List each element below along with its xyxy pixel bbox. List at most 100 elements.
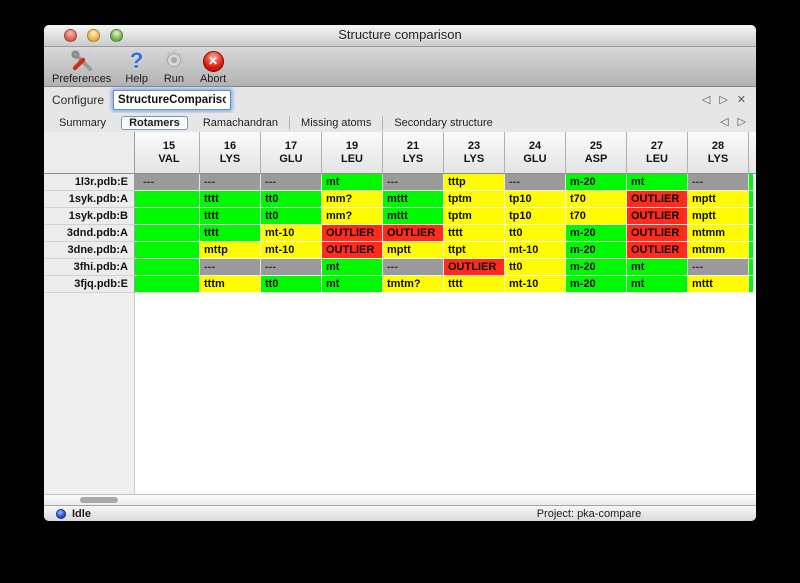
rotamer-cell[interactable]: t70 xyxy=(566,191,627,208)
forward-icon[interactable]: ▷ xyxy=(719,93,728,106)
rotamer-cell[interactable]: mt xyxy=(627,276,688,293)
rotamer-cell[interactable]: mt-10 xyxy=(261,225,322,242)
rotamer-cell[interactable]: tt0 xyxy=(505,259,566,276)
rotamer-cell[interactable]: OUTLIER xyxy=(444,259,505,276)
zoom-window-button[interactable] xyxy=(110,29,123,42)
rotamer-cell[interactable]: tttt xyxy=(444,225,505,242)
close-icon[interactable]: ✕ xyxy=(736,93,746,106)
tab-scroll-right-icon[interactable]: ▷ xyxy=(737,116,746,128)
rotamer-cell[interactable] xyxy=(139,276,200,293)
rotamer-cell[interactable]: tt0 xyxy=(505,225,566,242)
rotamer-cell[interactable]: mt xyxy=(322,276,383,293)
rotamer-cell[interactable]: m-20 xyxy=(566,242,627,259)
help-button[interactable]: ? Help xyxy=(125,49,148,86)
preferences-button[interactable]: Preferences xyxy=(52,49,111,85)
rotamer-cell[interactable]: tptm xyxy=(444,191,505,208)
scrollbar-thumb[interactable] xyxy=(80,497,118,503)
rotamer-cell[interactable]: tptm xyxy=(444,208,505,225)
rotamer-cell[interactable]: ttpt xyxy=(444,242,505,259)
rotamer-cell[interactable]: OUTLIER xyxy=(322,225,383,242)
rotamer-cell[interactable]: tttt xyxy=(200,225,261,242)
rotamer-cell[interactable]: mt xyxy=(322,259,383,276)
title-bar[interactable]: Structure comparison xyxy=(44,25,756,47)
column-header-17[interactable]: 17 GLU xyxy=(261,132,322,174)
tab-missing-atoms[interactable]: Missing atoms xyxy=(289,115,382,130)
back-icon[interactable]: ◁ xyxy=(701,93,711,106)
close-window-button[interactable] xyxy=(64,29,77,42)
row-label[interactable]: 3dnd.pdb:A xyxy=(44,225,135,242)
tab-rotamers[interactable]: Rotamers xyxy=(121,115,188,130)
row-label[interactable]: 1syk.pdb:B xyxy=(44,208,135,225)
rotamer-cell[interactable]: mtmm xyxy=(688,242,749,259)
rotamer-cell[interactable]: mttp xyxy=(200,242,261,259)
rotamer-cell[interactable]: m-20 xyxy=(566,259,627,276)
rotamer-cell[interactable]: mtmm xyxy=(688,225,749,242)
rotamer-cell[interactable] xyxy=(139,208,200,225)
rotamer-cell[interactable] xyxy=(139,191,200,208)
rotamer-cell[interactable]: --- xyxy=(200,259,261,276)
rotamer-cell[interactable]: tt0 xyxy=(261,208,322,225)
rotamer-cell[interactable]: tttp xyxy=(444,174,505,191)
rotamer-cell[interactable]: mm? xyxy=(322,191,383,208)
rotamer-cell[interactable]: OUTLIER xyxy=(322,242,383,259)
rotamer-cell[interactable]: --- xyxy=(505,174,566,191)
configure-name-input[interactable] xyxy=(113,90,232,110)
column-header-16[interactable]: 16 LYS xyxy=(200,132,261,174)
rotamer-cell[interactable]: t70 xyxy=(566,208,627,225)
rotamer-cell[interactable]: mptt xyxy=(688,208,749,225)
row-label[interactable]: 1syk.pdb:A xyxy=(44,191,135,208)
column-header-28[interactable]: 28 LYS xyxy=(688,132,749,174)
rotamer-cell[interactable]: --- xyxy=(261,174,322,191)
tab-scroll-left-icon[interactable]: ◁ xyxy=(720,116,729,128)
rotamer-cell[interactable]: --- xyxy=(139,174,200,191)
tab-summary[interactable]: Summary xyxy=(59,116,107,129)
column-header-15[interactable]: 15 VAL xyxy=(139,132,200,174)
rotamer-cell[interactable] xyxy=(139,225,200,242)
rotamer-cell[interactable]: mptt xyxy=(688,191,749,208)
rotamer-cell[interactable]: mptt xyxy=(383,242,444,259)
rotamer-cell[interactable]: tp10 xyxy=(505,191,566,208)
rotamer-cell[interactable]: --- xyxy=(688,259,749,276)
rotamer-cell[interactable]: mttt xyxy=(688,276,749,293)
column-header-25[interactable]: 25 ASP xyxy=(566,132,627,174)
row-label[interactable]: 1l3r.pdb:E xyxy=(44,174,135,191)
rotamer-cell[interactable]: mt-10 xyxy=(505,276,566,293)
column-header-19[interactable]: 19 LEU xyxy=(322,132,383,174)
rotamer-cell[interactable]: --- xyxy=(383,174,444,191)
column-header-23[interactable]: 23 LYS xyxy=(444,132,505,174)
rotamer-cell[interactable]: OUTLIER xyxy=(627,191,688,208)
rotamer-cell[interactable]: OUTLIER xyxy=(627,208,688,225)
row-label[interactable]: 3fhi.pdb:A xyxy=(44,259,135,276)
horizontal-scrollbar[interactable] xyxy=(44,494,756,505)
rotamer-cell[interactable] xyxy=(139,242,200,259)
column-header-24[interactable]: 24 GLU xyxy=(505,132,566,174)
rotamer-cell[interactable] xyxy=(139,259,200,276)
rotamer-cell[interactable]: tttm xyxy=(200,276,261,293)
tab-secondary-structure[interactable]: Secondary structure xyxy=(382,115,503,130)
rotamer-cell[interactable]: OUTLIER xyxy=(383,225,444,242)
rotamer-cell[interactable]: --- xyxy=(383,259,444,276)
row-label[interactable]: 3dne.pdb:A xyxy=(44,242,135,259)
rotamer-cell[interactable]: --- xyxy=(261,259,322,276)
rotamer-cell[interactable]: --- xyxy=(200,174,261,191)
rotamer-cell[interactable]: m-20 xyxy=(566,225,627,242)
column-header-27[interactable]: 27 LEU xyxy=(627,132,688,174)
rotamer-cell[interactable]: OUTLIER xyxy=(627,242,688,259)
rotamer-cell[interactable]: m-20 xyxy=(566,174,627,191)
rotamer-cell[interactable]: mt xyxy=(627,174,688,191)
rotamer-cell[interactable]: mm? xyxy=(322,208,383,225)
rotamer-cell[interactable]: mt-10 xyxy=(505,242,566,259)
rotamer-cell[interactable]: mt xyxy=(322,174,383,191)
rotamer-cell[interactable]: tt0 xyxy=(261,276,322,293)
rotamer-cell[interactable]: tt0 xyxy=(261,191,322,208)
abort-button[interactable]: ✕ Abort xyxy=(200,49,226,85)
rotamer-cell[interactable]: mt-10 xyxy=(261,242,322,259)
rotamer-cell[interactable]: mttt xyxy=(383,191,444,208)
rotamer-cell[interactable]: mttt xyxy=(383,208,444,225)
rotamer-cell[interactable]: tttt xyxy=(200,191,261,208)
rotamer-cell[interactable]: mt xyxy=(627,259,688,276)
rotamer-cell[interactable]: tmtm? xyxy=(383,276,444,293)
run-button[interactable]: Run xyxy=(162,49,186,85)
row-label[interactable]: 3fjq.pdb:E xyxy=(44,276,135,293)
rotamer-cell[interactable]: --- xyxy=(688,174,749,191)
